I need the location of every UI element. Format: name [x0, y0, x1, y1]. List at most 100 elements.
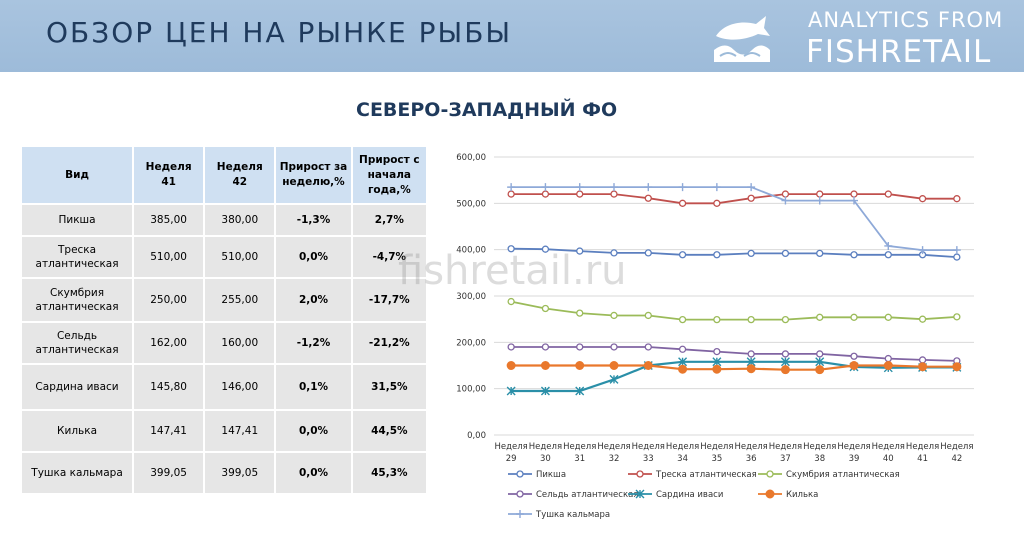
table-row: Килька 147,41 147,41 0,0% 44,5% [19, 409, 429, 453]
cell-ytd-change: 45,3% [350, 451, 429, 495]
data-point [644, 343, 652, 351]
cell-species: Скумбрия атлантическая [19, 277, 135, 323]
x-tick-label: Неделя [632, 442, 665, 452]
cell-week41: 162,00 [132, 321, 206, 365]
data-point [507, 190, 515, 198]
cell-week42: 160,00 [203, 321, 277, 365]
data-point [815, 365, 825, 375]
data-point [747, 194, 755, 202]
table-header-row: Вид Неделя 41 Неделя 42 Прирост за недел… [19, 145, 429, 205]
table-row: Тушка кальмара 399,05 399,05 0,0% 45,3% [19, 451, 429, 495]
legend-marker [636, 470, 644, 478]
column-header-ytd-change: Прирост с начала года,% [350, 145, 429, 205]
data-point [746, 364, 756, 374]
cell-week41: 250,00 [132, 277, 206, 323]
x-tick-label: Неделя [597, 442, 630, 452]
data-point [850, 313, 858, 321]
x-tick-label: 32 [609, 454, 620, 464]
cell-species: Сельдь атлантическая [19, 321, 135, 365]
data-point [678, 315, 687, 324]
cell-weekly-change: -1,2% [274, 321, 353, 365]
data-point [781, 350, 790, 358]
data-point [644, 311, 652, 320]
data-point [815, 196, 824, 205]
data-point [609, 374, 619, 384]
legend-label: Тушка кальмара [535, 510, 610, 520]
cell-week41: 147,41 [132, 409, 206, 453]
data-point [712, 183, 721, 192]
x-tick-label: Неделя [872, 442, 905, 452]
cell-week42: 147,41 [203, 409, 277, 453]
cell-week41: 385,00 [132, 203, 206, 237]
cell-ytd-change: 44,5% [350, 409, 429, 453]
data-point [541, 190, 550, 198]
x-tick-label: Неделя [563, 442, 596, 452]
data-point [918, 195, 927, 203]
x-tick-label: 40 [883, 454, 894, 464]
data-point [850, 196, 858, 205]
page-title: ОБЗОР ЦЕН НА РЫНКЕ РЫБЫ [46, 16, 513, 49]
table-row: Сардина иваси 145,80 146,00 0,1% 31,5% [19, 363, 429, 411]
data-point [747, 183, 756, 192]
series-line-5 [511, 364, 957, 371]
data-point [643, 361, 653, 370]
series-line-1 [511, 193, 957, 205]
x-tick-label: Неделя [837, 442, 870, 452]
data-point [816, 249, 824, 258]
cell-weekly-change: -1,3% [274, 203, 353, 237]
data-point [678, 183, 687, 192]
legend-marker [635, 489, 645, 499]
data-point [540, 386, 550, 396]
data-point [575, 361, 585, 370]
data-point [507, 297, 515, 306]
data-point [884, 354, 892, 363]
data-point [713, 347, 721, 356]
cell-species: Килька [19, 409, 135, 453]
data-point [712, 357, 722, 367]
data-point [781, 249, 790, 258]
cell-week42: 380,00 [203, 203, 277, 237]
legend-marker [766, 470, 774, 478]
data-point [678, 364, 688, 374]
data-point [816, 313, 824, 321]
data-point [540, 361, 550, 370]
data-point [678, 357, 688, 367]
data-point [507, 245, 515, 253]
data-point [747, 249, 755, 258]
data-point [747, 315, 755, 324]
data-point [541, 245, 550, 253]
data-point [780, 365, 790, 375]
y-tick-label: 300,00 [456, 292, 486, 302]
cell-weekly-change: 0,0% [274, 451, 353, 495]
table-row: Сельдь атлантическая 162,00 160,00 -1,2%… [19, 321, 429, 365]
data-point [610, 249, 618, 257]
legend-label: Сельдь атлантическая [536, 490, 638, 500]
cell-week42: 510,00 [203, 235, 277, 279]
x-tick-label: Неделя [940, 442, 973, 452]
y-tick-label: 400,00 [456, 246, 486, 256]
data-point [747, 350, 755, 358]
x-tick-label: 33 [643, 454, 654, 464]
data-point [953, 313, 961, 321]
series-line-3 [511, 346, 957, 362]
data-point [781, 190, 790, 198]
y-tick-label: 100,00 [456, 385, 486, 395]
data-point [816, 190, 824, 198]
cell-ytd-change: 2,7% [350, 203, 429, 237]
data-point [575, 386, 585, 396]
cell-week42: 399,05 [203, 451, 277, 495]
data-point [506, 361, 516, 370]
legend-marker [516, 470, 524, 478]
x-tick-label: Неделя [529, 442, 562, 452]
series-line-4 [511, 360, 957, 393]
data-point [644, 183, 653, 192]
y-tick-label: 0,00 [467, 431, 486, 441]
data-point [850, 352, 858, 360]
x-tick-label: Неделя [735, 442, 768, 452]
data-point [883, 361, 893, 370]
data-point [610, 343, 618, 351]
data-point [952, 246, 961, 255]
data-point [576, 247, 584, 255]
x-tick-label: 38 [814, 454, 825, 464]
series-line-6 [511, 186, 957, 251]
